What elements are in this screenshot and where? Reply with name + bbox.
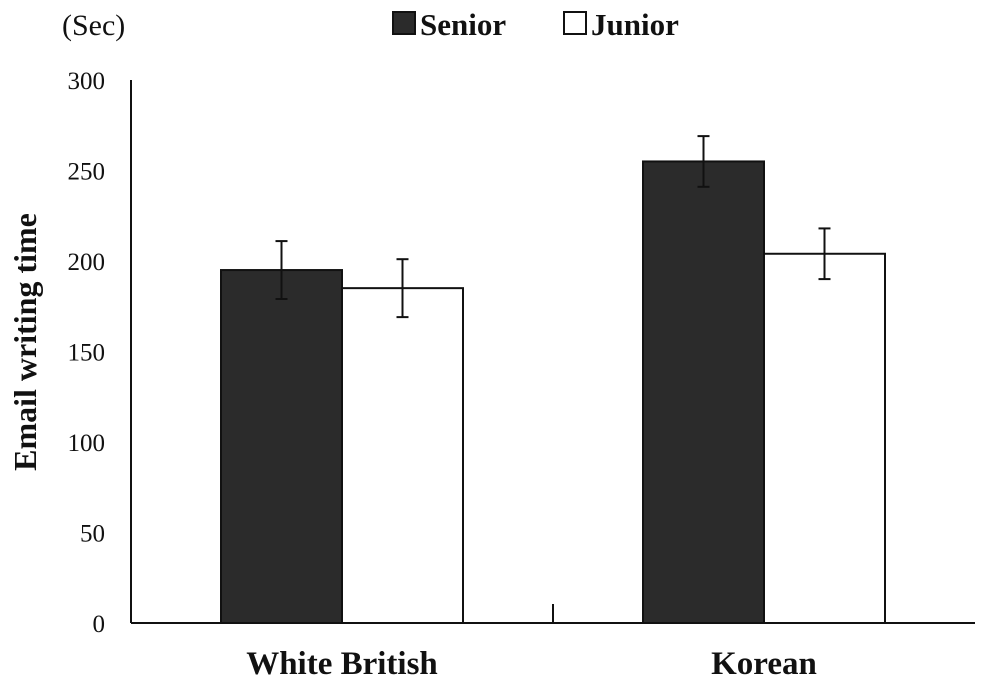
y-tick-label: 300 — [68, 68, 106, 95]
y-tick-label: 200 — [68, 249, 106, 276]
y-tick-label: 50 — [80, 521, 105, 548]
legend-swatch-senior — [392, 11, 416, 35]
y-tick-label: 150 — [68, 340, 106, 367]
y-tick-labels: 0 50 100 150 200 250 300 — [68, 68, 106, 638]
x-category-label: White British — [246, 646, 438, 682]
bars-group — [220, 135, 886, 624]
bar-junior-white-british — [341, 287, 464, 624]
legend-label-senior: Senior — [420, 7, 506, 42]
legend-swatch-junior — [563, 11, 587, 35]
bar-senior-white-british — [220, 269, 343, 624]
y-tick-label: 100 — [68, 430, 106, 457]
unit-label: (Sec) — [62, 9, 125, 42]
legend-label-junior: Junior — [591, 7, 679, 42]
y-tick-label: 0 — [93, 611, 106, 638]
x-category-label: Korean — [711, 646, 817, 682]
bar-junior-korean — [763, 252, 886, 624]
y-axis-title: Email writing time — [7, 213, 43, 471]
y-tick-label: 250 — [68, 159, 106, 186]
legend: Senior Junior — [392, 7, 679, 42]
bar-senior-korean — [642, 160, 765, 624]
